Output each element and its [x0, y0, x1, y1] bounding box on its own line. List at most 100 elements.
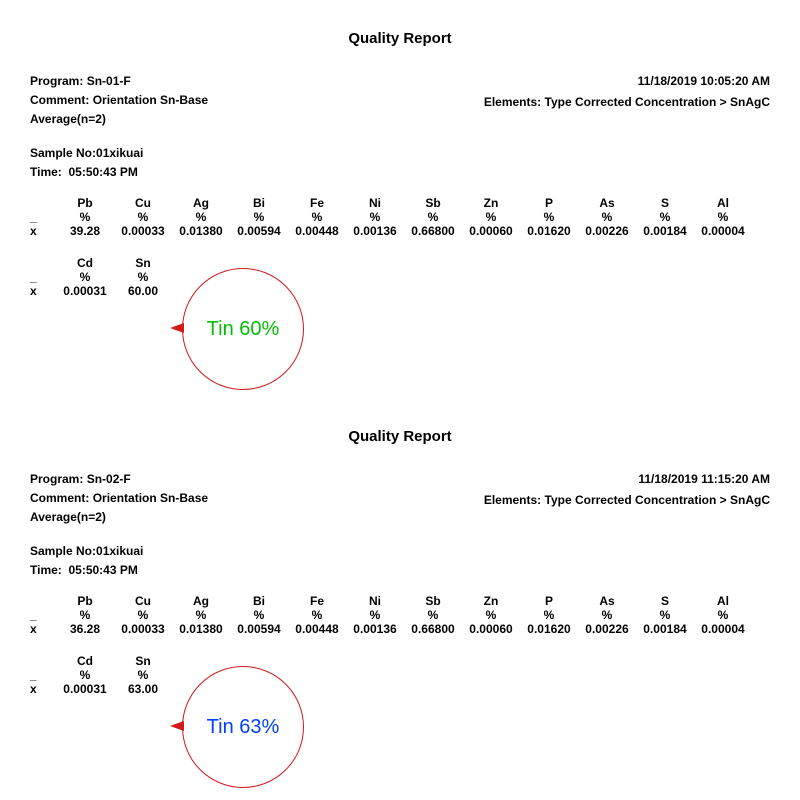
col-header: As: [578, 594, 636, 608]
row-prefix: _: [30, 608, 56, 622]
callout-text: Tin 63%: [207, 716, 280, 739]
row-prefix: _: [30, 210, 56, 224]
meta-right: 11/18/2019 10:05:20 AM Elements: Type Co…: [484, 72, 770, 112]
unit: %: [578, 210, 636, 224]
col-header: P: [520, 196, 578, 210]
unit: %: [346, 210, 404, 224]
time-label: Time:: [30, 563, 62, 577]
unit: %: [462, 608, 520, 622]
unit: %: [56, 210, 114, 224]
col-header: Zn: [462, 594, 520, 608]
col-header: Ag: [172, 196, 230, 210]
comment-label: Comment:: [30, 93, 89, 107]
row-prefix: _: [30, 668, 56, 682]
elements-label: Elements:: [484, 493, 541, 507]
unit: %: [636, 608, 694, 622]
callout-text: Tin 60%: [207, 318, 280, 341]
comment-value: Orientation Sn-Base: [93, 93, 208, 107]
elements-block-1: Pb Cu Ag Bi Fe Ni Sb Zn P As S Al _ % % …: [30, 196, 770, 238]
elements-block-1: Pb Cu Ag Bi Fe Ni Sb Zn P As S Al _ % % …: [30, 594, 770, 636]
col-header: Cu: [114, 594, 172, 608]
comment-value: Orientation Sn-Base: [93, 491, 208, 505]
cell-value: 0.00184: [636, 224, 694, 238]
unit: %: [172, 608, 230, 622]
cell-value: 0.00031: [56, 284, 114, 298]
elements-line: Elements: Type Corrected Concentration >…: [484, 491, 770, 510]
elements-value: Type Corrected Concentration > SnAgC: [545, 95, 770, 109]
cell-value: 63.00: [114, 682, 172, 696]
col-header: As: [578, 196, 636, 210]
unit: %: [230, 210, 288, 224]
unit: %: [288, 608, 346, 622]
unit-row: _ % % % % % % % % % % % %: [30, 210, 770, 224]
col-header: S: [636, 594, 694, 608]
cell-value: 0.00594: [230, 622, 288, 636]
unit: %: [56, 270, 114, 284]
col-header: Ag: [172, 594, 230, 608]
elements-line: Elements: Type Corrected Concentration >…: [484, 93, 770, 112]
program-value: Sn-02-F: [87, 472, 131, 486]
sample-label: Sample No:: [30, 544, 96, 558]
meta-right: 11/18/2019 11:15:20 AM Elements: Type Co…: [484, 470, 770, 510]
cell-value: 0.00226: [578, 622, 636, 636]
unit: %: [172, 210, 230, 224]
cell-value: 0.00448: [288, 224, 346, 238]
col-header: P: [520, 594, 578, 608]
row-prefix: _: [30, 270, 56, 284]
col-header: Cd: [56, 256, 114, 270]
col-header: Cu: [114, 196, 172, 210]
cell-value: 0.00448: [288, 622, 346, 636]
unit: %: [520, 608, 578, 622]
col-header: Ni: [346, 196, 404, 210]
cell-value: 0.01620: [520, 224, 578, 238]
unit: %: [694, 210, 752, 224]
unit: %: [288, 210, 346, 224]
cell-value: 0.66800: [404, 622, 462, 636]
elements-value: Type Corrected Concentration > SnAgC: [545, 493, 770, 507]
program-value: Sn-01-F: [87, 74, 131, 88]
cell-value: 0.00031: [56, 682, 114, 696]
col-header: Cd: [56, 654, 114, 668]
cell-value: 0.00226: [578, 224, 636, 238]
program-label: Program:: [30, 472, 83, 486]
elements-block-2: Cd Sn _ % % x 0.00031 63.00: [30, 654, 770, 696]
col-header: Sb: [404, 594, 462, 608]
report-title: Quality Report: [30, 428, 770, 445]
col-header: Ni: [346, 594, 404, 608]
sample-block: Sample No:01xikuai Time: 05:50:43 PM: [30, 144, 770, 182]
unit: %: [56, 668, 114, 682]
col-header: S: [636, 196, 694, 210]
time-value: 05:50:43 PM: [68, 563, 137, 577]
datetime: 11/18/2019 11:15:20 AM: [484, 470, 770, 489]
cell-value: 0.00004: [694, 224, 752, 238]
report-meta: 11/18/2019 10:05:20 AM Elements: Type Co…: [30, 72, 770, 130]
unit: %: [114, 270, 172, 284]
report-meta: 11/18/2019 11:15:20 AM Elements: Type Co…: [30, 470, 770, 528]
time-label: Time:: [30, 165, 62, 179]
elements-block-2: Cd Sn _ % % x 0.00031 60.00: [30, 256, 770, 298]
row-prefix-x: x: [30, 284, 56, 298]
unit: %: [636, 210, 694, 224]
cell-value: 0.00594: [230, 224, 288, 238]
col-header: Sn: [114, 654, 172, 668]
cell-value: 0.01380: [172, 224, 230, 238]
sample-value: 01xikuai: [96, 146, 143, 160]
cell-value: 0.66800: [404, 224, 462, 238]
unit: %: [56, 608, 114, 622]
col-header: Fe: [288, 196, 346, 210]
cell-value: 0.01620: [520, 622, 578, 636]
value-row: x 39.28 0.00033 0.01380 0.00594 0.00448 …: [30, 224, 770, 238]
col-header: Al: [694, 196, 752, 210]
report-1: Quality Report 11/18/2019 10:05:20 AM El…: [0, 0, 800, 398]
col-header: Zn: [462, 196, 520, 210]
cell-value: 0.01380: [172, 622, 230, 636]
report-2: Quality Report 11/18/2019 11:15:20 AM El…: [0, 398, 800, 798]
unit: %: [114, 210, 172, 224]
col-header: Pb: [56, 196, 114, 210]
unit: %: [404, 210, 462, 224]
sample-block: Sample No:01xikuai Time: 05:50:43 PM: [30, 542, 770, 580]
cell-value: 0.00060: [462, 622, 520, 636]
callout-circle: Tin 63%: [182, 666, 304, 788]
row-prefix-x: x: [30, 622, 56, 636]
unit: %: [520, 210, 578, 224]
